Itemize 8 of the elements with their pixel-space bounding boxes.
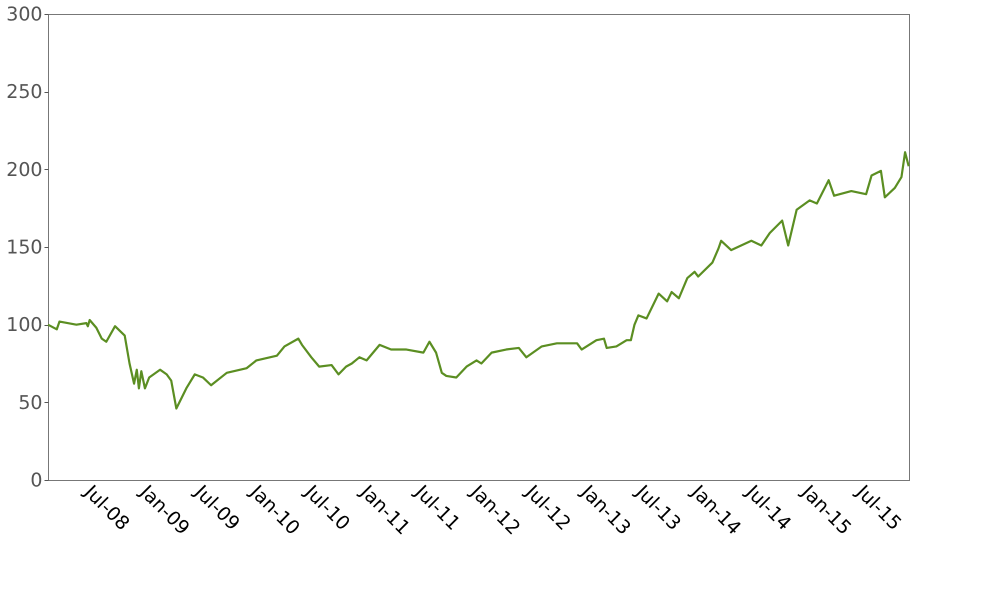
y-tick-label: 300 <box>6 4 42 26</box>
y-tick-label: 250 <box>6 81 42 104</box>
y-tick-label: 150 <box>6 236 42 258</box>
line-series <box>46 151 910 410</box>
y-tick-label: 50 <box>18 392 42 414</box>
y-tick-label: 100 <box>6 314 42 336</box>
y-tick-label: 0 <box>30 470 42 492</box>
y-tick-label: 200 <box>6 158 42 181</box>
